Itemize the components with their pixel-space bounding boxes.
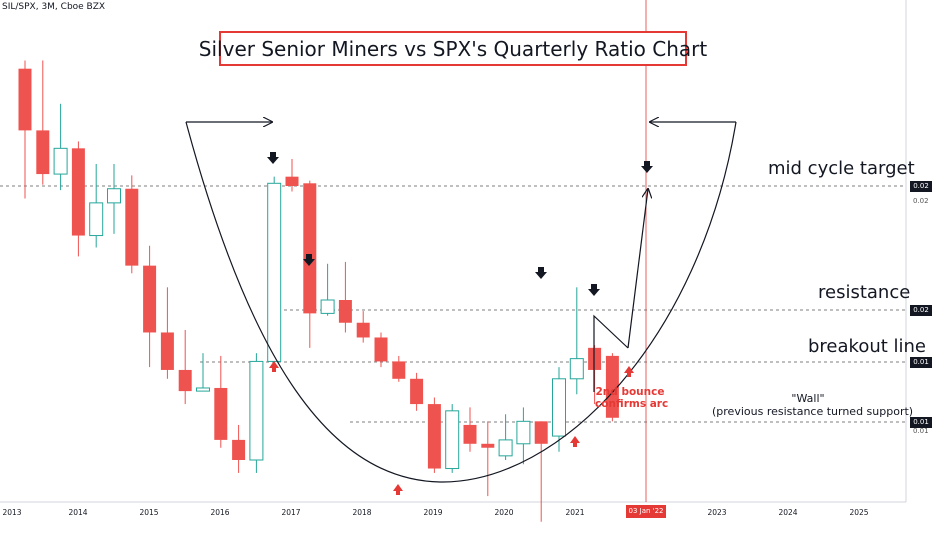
symbol-label: SIL/SPX, 3M, Cboe BZX xyxy=(2,2,106,12)
candle-body xyxy=(445,410,460,470)
candle-body xyxy=(463,424,477,444)
candle-body xyxy=(71,148,85,236)
candle-body xyxy=(338,300,352,323)
candle-body xyxy=(285,176,299,186)
candle-body xyxy=(36,130,50,175)
candle-body xyxy=(18,68,32,131)
candle-body xyxy=(516,420,531,445)
price-sub-mid: 0.02 xyxy=(913,197,929,205)
candle-body xyxy=(107,188,121,204)
candle-body xyxy=(232,439,246,460)
candle-body xyxy=(356,322,370,338)
candle-body xyxy=(427,404,441,469)
candle-body xyxy=(178,369,192,392)
up-arrow xyxy=(570,436,580,447)
projection-arrow xyxy=(627,189,648,349)
bounce-note: 2nd bounce confirms arc xyxy=(595,386,669,410)
down-arrow xyxy=(641,161,653,173)
up-arrow-markers xyxy=(269,361,634,495)
bounce-note-line1: 2nd bounce xyxy=(595,386,665,398)
year-tick-label: 2025 xyxy=(849,508,869,517)
candle-body xyxy=(481,443,495,448)
candle-body xyxy=(534,421,548,444)
year-tick-label: 2015 xyxy=(139,508,159,517)
candle-body xyxy=(498,439,513,457)
price-tag-resistance: 0.02 xyxy=(910,305,932,316)
down-arrow xyxy=(588,284,600,296)
wall-label-line1: "Wall" xyxy=(791,392,825,405)
chart-title: Silver Senior Miners vs SPX's Quarterly … xyxy=(199,31,707,66)
candle-body xyxy=(267,182,282,362)
candle-body xyxy=(125,188,139,266)
projection-path xyxy=(593,314,629,392)
up-arrow xyxy=(393,484,403,495)
year-tick-label: 2019 xyxy=(423,508,443,517)
candle-body xyxy=(249,360,264,461)
breakout-line-label: breakout line xyxy=(808,336,927,357)
year-tick-label: 2017 xyxy=(281,508,301,517)
year-tick-label: 2023 xyxy=(707,508,727,517)
cup-arc xyxy=(185,121,737,483)
candle-body xyxy=(53,147,68,175)
wall-label-line2: (previous resistance turned support) xyxy=(712,405,914,418)
price-tag-mid: 0.02 xyxy=(910,181,932,192)
candle-body xyxy=(374,337,388,362)
date-marker-tag: 03 Jan '22 xyxy=(626,505,666,518)
candle-body xyxy=(569,358,584,380)
candle-body xyxy=(303,183,317,314)
candle-body xyxy=(552,378,566,437)
candle-body xyxy=(605,355,619,418)
candle-body xyxy=(320,299,335,314)
resistance-label: resistance xyxy=(818,282,911,303)
up-arrow xyxy=(269,361,279,372)
year-tick-label: 2021 xyxy=(565,508,585,517)
price-tag-breakout: 0.01 xyxy=(910,357,932,368)
candle-body xyxy=(196,387,210,392)
candle-body xyxy=(214,387,228,440)
candles-group xyxy=(18,60,619,522)
year-tick-label: 2014 xyxy=(68,508,88,517)
year-tick-label: 2016 xyxy=(210,508,230,517)
candle-body xyxy=(89,202,104,237)
down-arrow-markers xyxy=(267,152,653,296)
wall-label: "Wall" (previous resistance turned suppo… xyxy=(712,392,914,418)
year-tick-label: 2020 xyxy=(494,508,514,517)
candle-body xyxy=(143,265,157,333)
price-sub-wall: 0.01 xyxy=(913,427,929,435)
mid-cycle-target-label: mid cycle target xyxy=(768,158,915,179)
bounce-note-line2: confirms arc xyxy=(595,398,669,410)
down-arrow xyxy=(267,152,279,164)
year-tick-label: 2024 xyxy=(778,508,798,517)
candle-body xyxy=(392,361,406,379)
down-arrow xyxy=(535,267,547,279)
year-tick-label: 2018 xyxy=(352,508,372,517)
up-arrow xyxy=(624,366,634,377)
candle-body xyxy=(410,378,424,405)
year-tick-label: 2013 xyxy=(2,508,22,517)
price-tag-wall: 0.01 xyxy=(910,417,932,428)
candle-body xyxy=(160,332,174,370)
down-arrow xyxy=(303,254,315,266)
